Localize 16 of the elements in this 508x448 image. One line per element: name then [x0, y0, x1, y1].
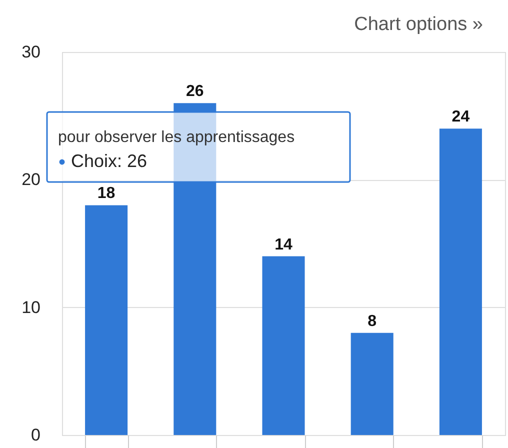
bar [350, 332, 394, 435]
annotation: pour observer les apprentissages [58, 129, 295, 146]
y-tick-label: 10 [22, 298, 40, 317]
data-label: 8 [368, 312, 377, 330]
bar [262, 256, 305, 435]
data-label: 24 [452, 108, 470, 126]
text: Chart options » [354, 14, 483, 35]
data-label: 18 [97, 185, 116, 202]
y-tick-label: 0 [31, 426, 40, 444]
data-label: 14 [274, 236, 292, 254]
y-tick-label: 30 [22, 42, 40, 62]
annotation: Choix: 26 [71, 151, 148, 171]
y-tick-label: 20 [22, 170, 40, 190]
data-label: 26 [186, 83, 204, 100]
bar [439, 128, 482, 435]
bar [85, 205, 128, 435]
